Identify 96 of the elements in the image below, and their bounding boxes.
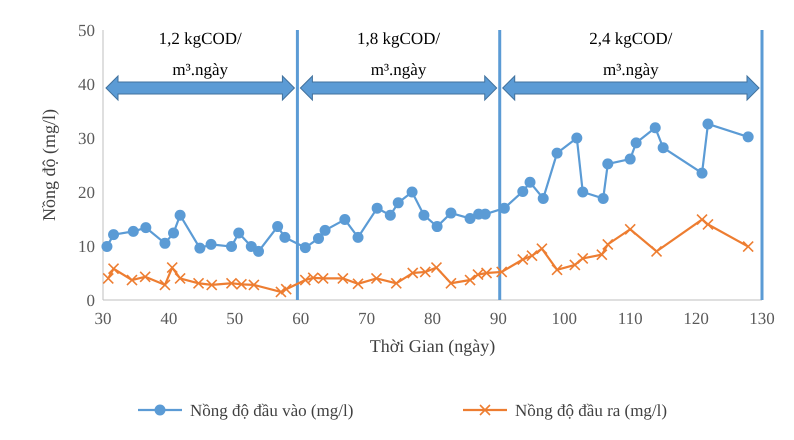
point — [253, 246, 264, 257]
point — [517, 186, 528, 197]
point — [108, 229, 120, 240]
point — [390, 277, 402, 290]
point — [598, 192, 609, 204]
point — [602, 158, 614, 170]
point — [702, 218, 714, 230]
point — [432, 221, 443, 232]
point — [696, 214, 708, 226]
point — [174, 272, 186, 284]
point — [233, 228, 244, 239]
x-tick-label: 80 — [424, 309, 441, 328]
point — [516, 254, 529, 266]
point — [576, 252, 589, 264]
y-tick-label: 40 — [78, 74, 95, 94]
point — [320, 224, 331, 236]
y-tick-label: 10 — [78, 236, 95, 256]
point — [630, 137, 642, 148]
annotation: 1,2 kgCOD/m³.ngày — [158, 29, 242, 79]
point — [624, 223, 636, 236]
point — [650, 246, 662, 258]
point — [742, 240, 754, 252]
point — [194, 242, 206, 254]
point — [101, 241, 112, 252]
point — [370, 272, 382, 284]
point — [464, 274, 476, 286]
point — [696, 168, 708, 179]
point — [742, 131, 754, 142]
y-axis-title: Nồng độ (mg/l) — [39, 109, 59, 221]
y-tick-label: 0 — [86, 290, 95, 310]
y-tick-label: 20 — [78, 182, 95, 202]
point — [569, 259, 581, 271]
x-axis-title: Thời Gian (ngày) — [370, 336, 496, 356]
x-tick-label: 100 — [552, 309, 578, 328]
point — [526, 250, 538, 262]
point — [702, 118, 714, 130]
x-tick-label: 90 — [490, 309, 507, 328]
point — [406, 186, 418, 198]
point — [337, 272, 349, 284]
point — [126, 274, 138, 286]
point — [464, 212, 476, 224]
point — [140, 222, 152, 234]
point — [159, 238, 170, 249]
point — [650, 122, 661, 134]
legend-label: Nồng độ đầu ra (mg/l) — [515, 400, 668, 420]
point — [272, 221, 284, 232]
x-tick-label: 60 — [292, 309, 310, 328]
point — [174, 210, 186, 221]
point — [159, 279, 171, 291]
point — [430, 262, 442, 274]
x-tick-label: 70 — [358, 309, 376, 328]
point — [166, 262, 178, 274]
point — [658, 142, 669, 154]
x-tick-label: 30 — [94, 309, 112, 328]
point — [372, 202, 383, 214]
point — [536, 242, 548, 254]
y-tick-label: 50 — [78, 20, 95, 40]
point — [280, 283, 292, 295]
point — [445, 208, 456, 219]
point — [596, 248, 608, 260]
point — [538, 192, 549, 204]
point — [571, 132, 582, 144]
legend-label: Nồng độ đầu vào (mg/l) — [190, 400, 354, 420]
point — [418, 210, 430, 221]
point — [312, 232, 324, 244]
point — [279, 232, 290, 243]
x-tick-label: 120 — [683, 309, 709, 328]
point — [384, 210, 396, 221]
point — [108, 262, 120, 274]
point — [275, 286, 287, 298]
point — [139, 270, 151, 283]
point — [206, 238, 217, 250]
point — [102, 272, 114, 284]
point — [168, 228, 180, 239]
point — [577, 186, 588, 198]
annotation: 1,8 kgCOD/m³.ngày — [357, 29, 440, 79]
point — [352, 278, 364, 290]
annotation: 2,4 kgCOD/m³.ngày — [589, 29, 673, 79]
point — [524, 176, 536, 188]
point — [226, 241, 238, 252]
point — [602, 238, 614, 250]
point — [496, 266, 508, 278]
point — [624, 154, 636, 165]
x-tick-label: 130 — [749, 309, 775, 328]
point — [128, 226, 139, 237]
point — [392, 197, 404, 208]
point — [445, 277, 457, 290]
point — [552, 148, 563, 159]
x-tick-label: 110 — [618, 309, 643, 328]
point — [551, 264, 563, 276]
x-tick-label: 40 — [160, 309, 178, 328]
point — [339, 214, 350, 226]
y-tick-label: 30 — [78, 128, 95, 148]
point — [300, 242, 311, 254]
point — [352, 232, 364, 243]
x-tick-label: 50 — [226, 309, 244, 328]
